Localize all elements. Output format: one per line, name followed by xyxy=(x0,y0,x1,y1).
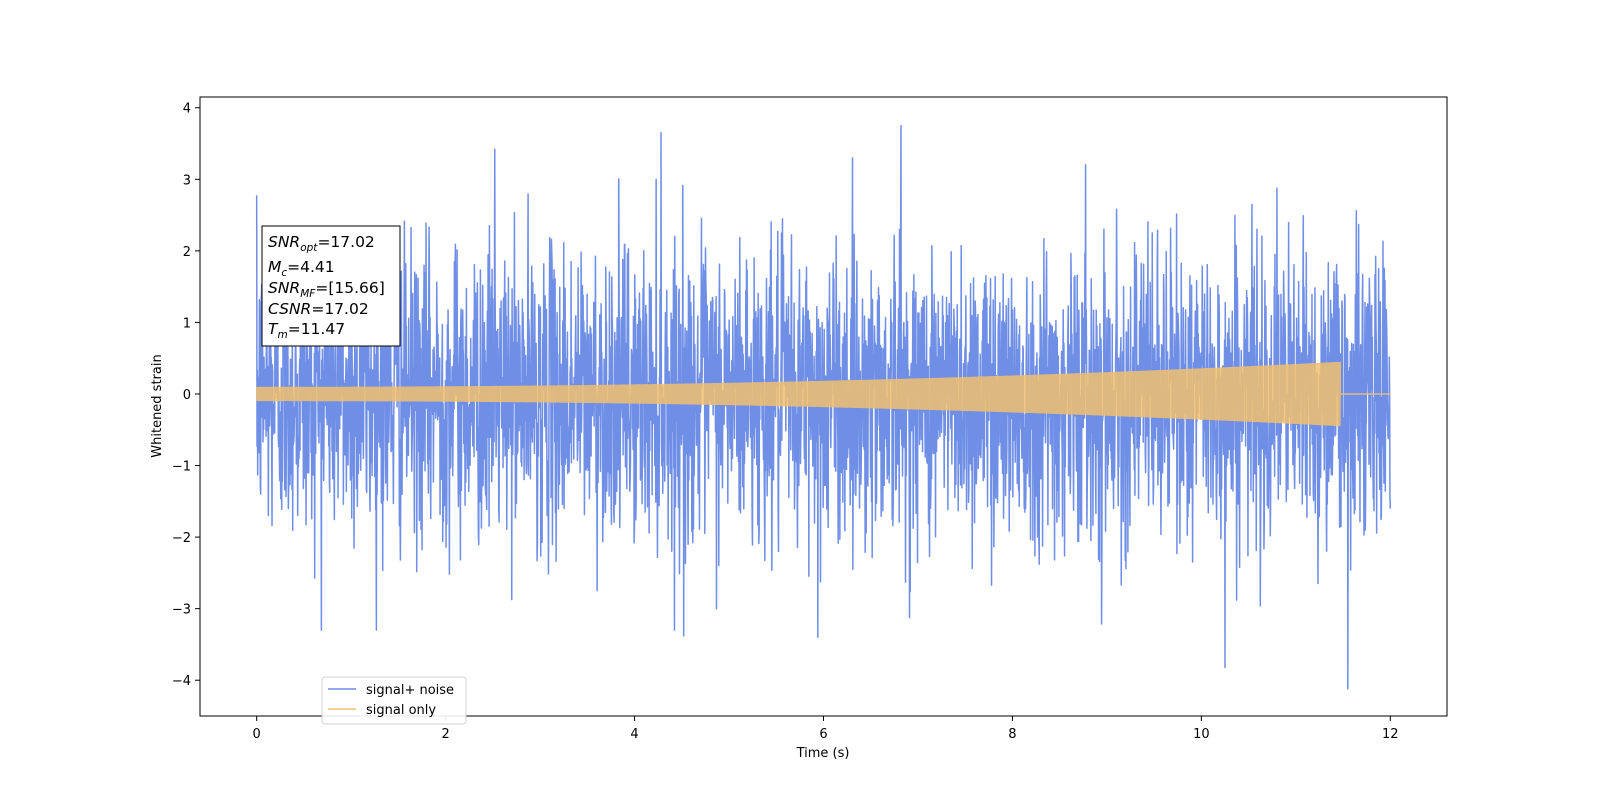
y-tick-label: 4 xyxy=(183,102,191,117)
annotation-line: Mc=4.41 xyxy=(268,258,335,279)
y-axis-label: Whitened strain xyxy=(150,354,165,457)
x-tick-label: 8 xyxy=(1008,727,1016,742)
x-tick-label: 6 xyxy=(819,727,827,742)
y-tick-label: −4 xyxy=(172,674,191,689)
y-tick-label: 3 xyxy=(183,173,191,188)
y-tick-label: 1 xyxy=(183,316,191,331)
parameter-annotation-box: SNRopt=17.02 Mc=4.41SNRMF=[15.66]CSNR=17.… xyxy=(261,225,401,347)
annotation-lines: SNRopt=17.02 Mc=4.41SNRMF=[15.66]CSNR=17.… xyxy=(268,233,385,341)
annotation-line: SNRMF=[15.66] xyxy=(268,279,385,300)
x-tick-label: 4 xyxy=(630,727,638,742)
annotation-frame xyxy=(261,225,401,347)
legend-label-signal-plus-noise: signal+ noise xyxy=(366,683,454,698)
y-tick-label: −1 xyxy=(172,460,191,475)
plot-area xyxy=(255,124,1392,690)
signal-only-series xyxy=(255,361,1391,427)
x-tick-label: 10 xyxy=(1193,727,1210,742)
y-tick-label: 0 xyxy=(183,388,191,403)
x-axis-ticks: 0 2 4 6 8 10 12 xyxy=(253,716,1399,742)
x-tick-label: 0 xyxy=(253,727,261,742)
annotation-line: Tm=11.47 xyxy=(268,320,345,341)
signal-only-line xyxy=(255,361,1391,427)
y-tick-label: 2 xyxy=(183,245,191,260)
annotation-line: SNRopt=17.02 xyxy=(268,233,375,254)
y-tick-label: −3 xyxy=(172,603,191,618)
x-tick-label: 2 xyxy=(441,727,449,742)
legend-label-signal-only: signal only xyxy=(366,703,436,718)
legend: signal+ noise signal only xyxy=(321,676,467,725)
y-axis-ticks: 4 3 2 1 0 −1 −2 −3 −4 xyxy=(172,102,200,689)
x-axis-label: Time (s) xyxy=(796,746,850,761)
x-tick-label: 12 xyxy=(1382,727,1399,742)
legend-frame xyxy=(321,676,467,725)
annotation-line: CSNR=17.02 xyxy=(268,300,369,318)
y-tick-label: −2 xyxy=(172,531,191,546)
